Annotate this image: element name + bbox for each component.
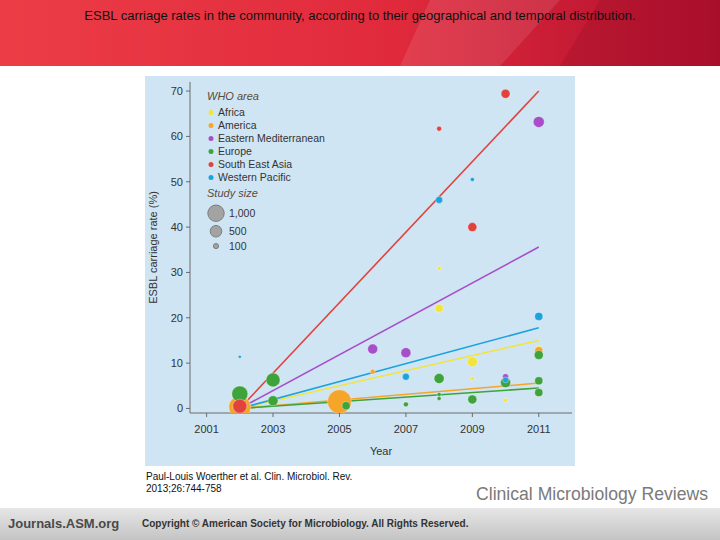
x-tick-label: 2003	[261, 423, 285, 435]
legend-title: WHO area	[207, 90, 259, 102]
legend-swatch	[209, 123, 214, 128]
journal-name: Clinical Microbiology Reviews	[476, 484, 708, 504]
y-tick-label: 10	[171, 357, 183, 369]
legend-swatch	[209, 110, 214, 115]
data-point	[401, 348, 411, 358]
trend-line	[240, 328, 539, 409]
data-point	[535, 377, 543, 385]
citation: Paul-Louis Woerther et al. Clin. Microbi…	[146, 471, 352, 482]
legend-label: Western Pacific	[218, 171, 291, 183]
data-point	[342, 402, 350, 410]
legend-label: America	[218, 119, 257, 131]
data-point	[467, 357, 477, 367]
x-axis-label: Year	[370, 445, 393, 457]
data-point	[402, 373, 409, 380]
y-axis-label: ESBL carriage rate (%)	[147, 191, 159, 304]
legend-label: Africa	[218, 106, 245, 118]
data-point	[468, 395, 477, 404]
y-tick	[186, 408, 190, 409]
y-tick-label: 60	[171, 130, 183, 142]
legend-swatch	[209, 162, 214, 167]
title: ESBL carriage rates in the community, ac…	[84, 8, 635, 23]
data-point	[268, 396, 278, 406]
size-legend-marker	[210, 225, 222, 237]
trend-line	[240, 247, 539, 408]
size-legend-marker	[213, 243, 218, 248]
data-point	[403, 402, 408, 407]
y-tick	[186, 227, 190, 228]
citation: 2013;26:744-758	[146, 483, 222, 494]
y-tick	[186, 272, 190, 273]
legend-swatch	[209, 149, 214, 154]
y-tick	[186, 363, 190, 364]
x-tick	[273, 413, 274, 417]
x-tick	[538, 413, 539, 417]
data-point	[534, 350, 543, 359]
y-tick-label: 50	[171, 176, 183, 188]
size-legend-marker	[208, 205, 224, 221]
x-tick	[472, 413, 473, 417]
y-tick-label: 30	[171, 266, 183, 278]
legend-swatch	[209, 136, 214, 141]
data-point	[470, 177, 474, 181]
y-tick	[186, 317, 190, 318]
y-tick-label: 40	[171, 221, 183, 233]
x-tick-label: 2007	[394, 423, 418, 435]
footer-site: Journals.ASM.org	[8, 516, 119, 531]
footer-bar	[0, 508, 720, 540]
slide: ESBL carriage rates in the community, ac…	[0, 0, 720, 540]
data-point	[238, 355, 241, 358]
data-point	[233, 399, 247, 413]
x-tick	[339, 413, 340, 417]
data-point	[501, 378, 511, 388]
footer-copyright: Copyright © American Society for Microbi…	[142, 518, 469, 529]
y-tick	[186, 91, 190, 92]
y-tick-label: 20	[171, 312, 183, 324]
y-tick-label: 0	[177, 402, 183, 414]
x-tick-label: 2011	[527, 423, 551, 435]
data-point	[501, 89, 510, 98]
legend-swatch	[209, 175, 214, 180]
data-point	[437, 126, 442, 131]
size-legend-label: 100	[229, 240, 247, 252]
trend-line	[240, 388, 539, 408]
data-point	[434, 374, 444, 384]
data-point	[468, 223, 477, 232]
x-tick-label: 2005	[327, 423, 351, 435]
size-legend-title: Study size	[207, 187, 258, 199]
data-point	[533, 116, 544, 127]
data-point	[266, 373, 280, 387]
size-legend-label: 1,000	[229, 207, 255, 219]
data-point	[503, 377, 509, 383]
x-tick	[405, 413, 406, 417]
data-point	[470, 377, 474, 381]
data-point	[535, 389, 543, 397]
y-tick	[186, 181, 190, 182]
data-point	[504, 398, 508, 402]
data-point	[435, 304, 443, 312]
legend-label: Eastern Mediterranean	[218, 132, 325, 144]
x-tick	[206, 413, 207, 417]
data-point	[436, 196, 443, 203]
chart-panel	[145, 76, 575, 466]
trend-line	[240, 340, 539, 408]
x-tick-label: 2009	[460, 423, 484, 435]
x-tick-label: 2001	[194, 423, 218, 435]
data-point	[328, 390, 352, 413]
data-point	[437, 266, 441, 270]
title-line: ESBL carriage rates in the community, ac…	[84, 8, 635, 23]
legend-label: Europe	[218, 145, 252, 157]
size-legend-label: 500	[229, 225, 247, 237]
legend-label: South East Asia	[218, 158, 292, 170]
data-point	[368, 344, 378, 354]
y-tick	[186, 136, 190, 137]
y-tick-label: 70	[171, 85, 183, 97]
data-point	[437, 396, 441, 400]
banner	[0, 0, 720, 66]
data-point	[437, 392, 441, 396]
citation-box	[140, 466, 440, 500]
data-point	[535, 312, 543, 320]
data-point	[370, 369, 375, 374]
legend: WHO area AfricaAmericaEastern Mediterrane…	[207, 90, 325, 252]
